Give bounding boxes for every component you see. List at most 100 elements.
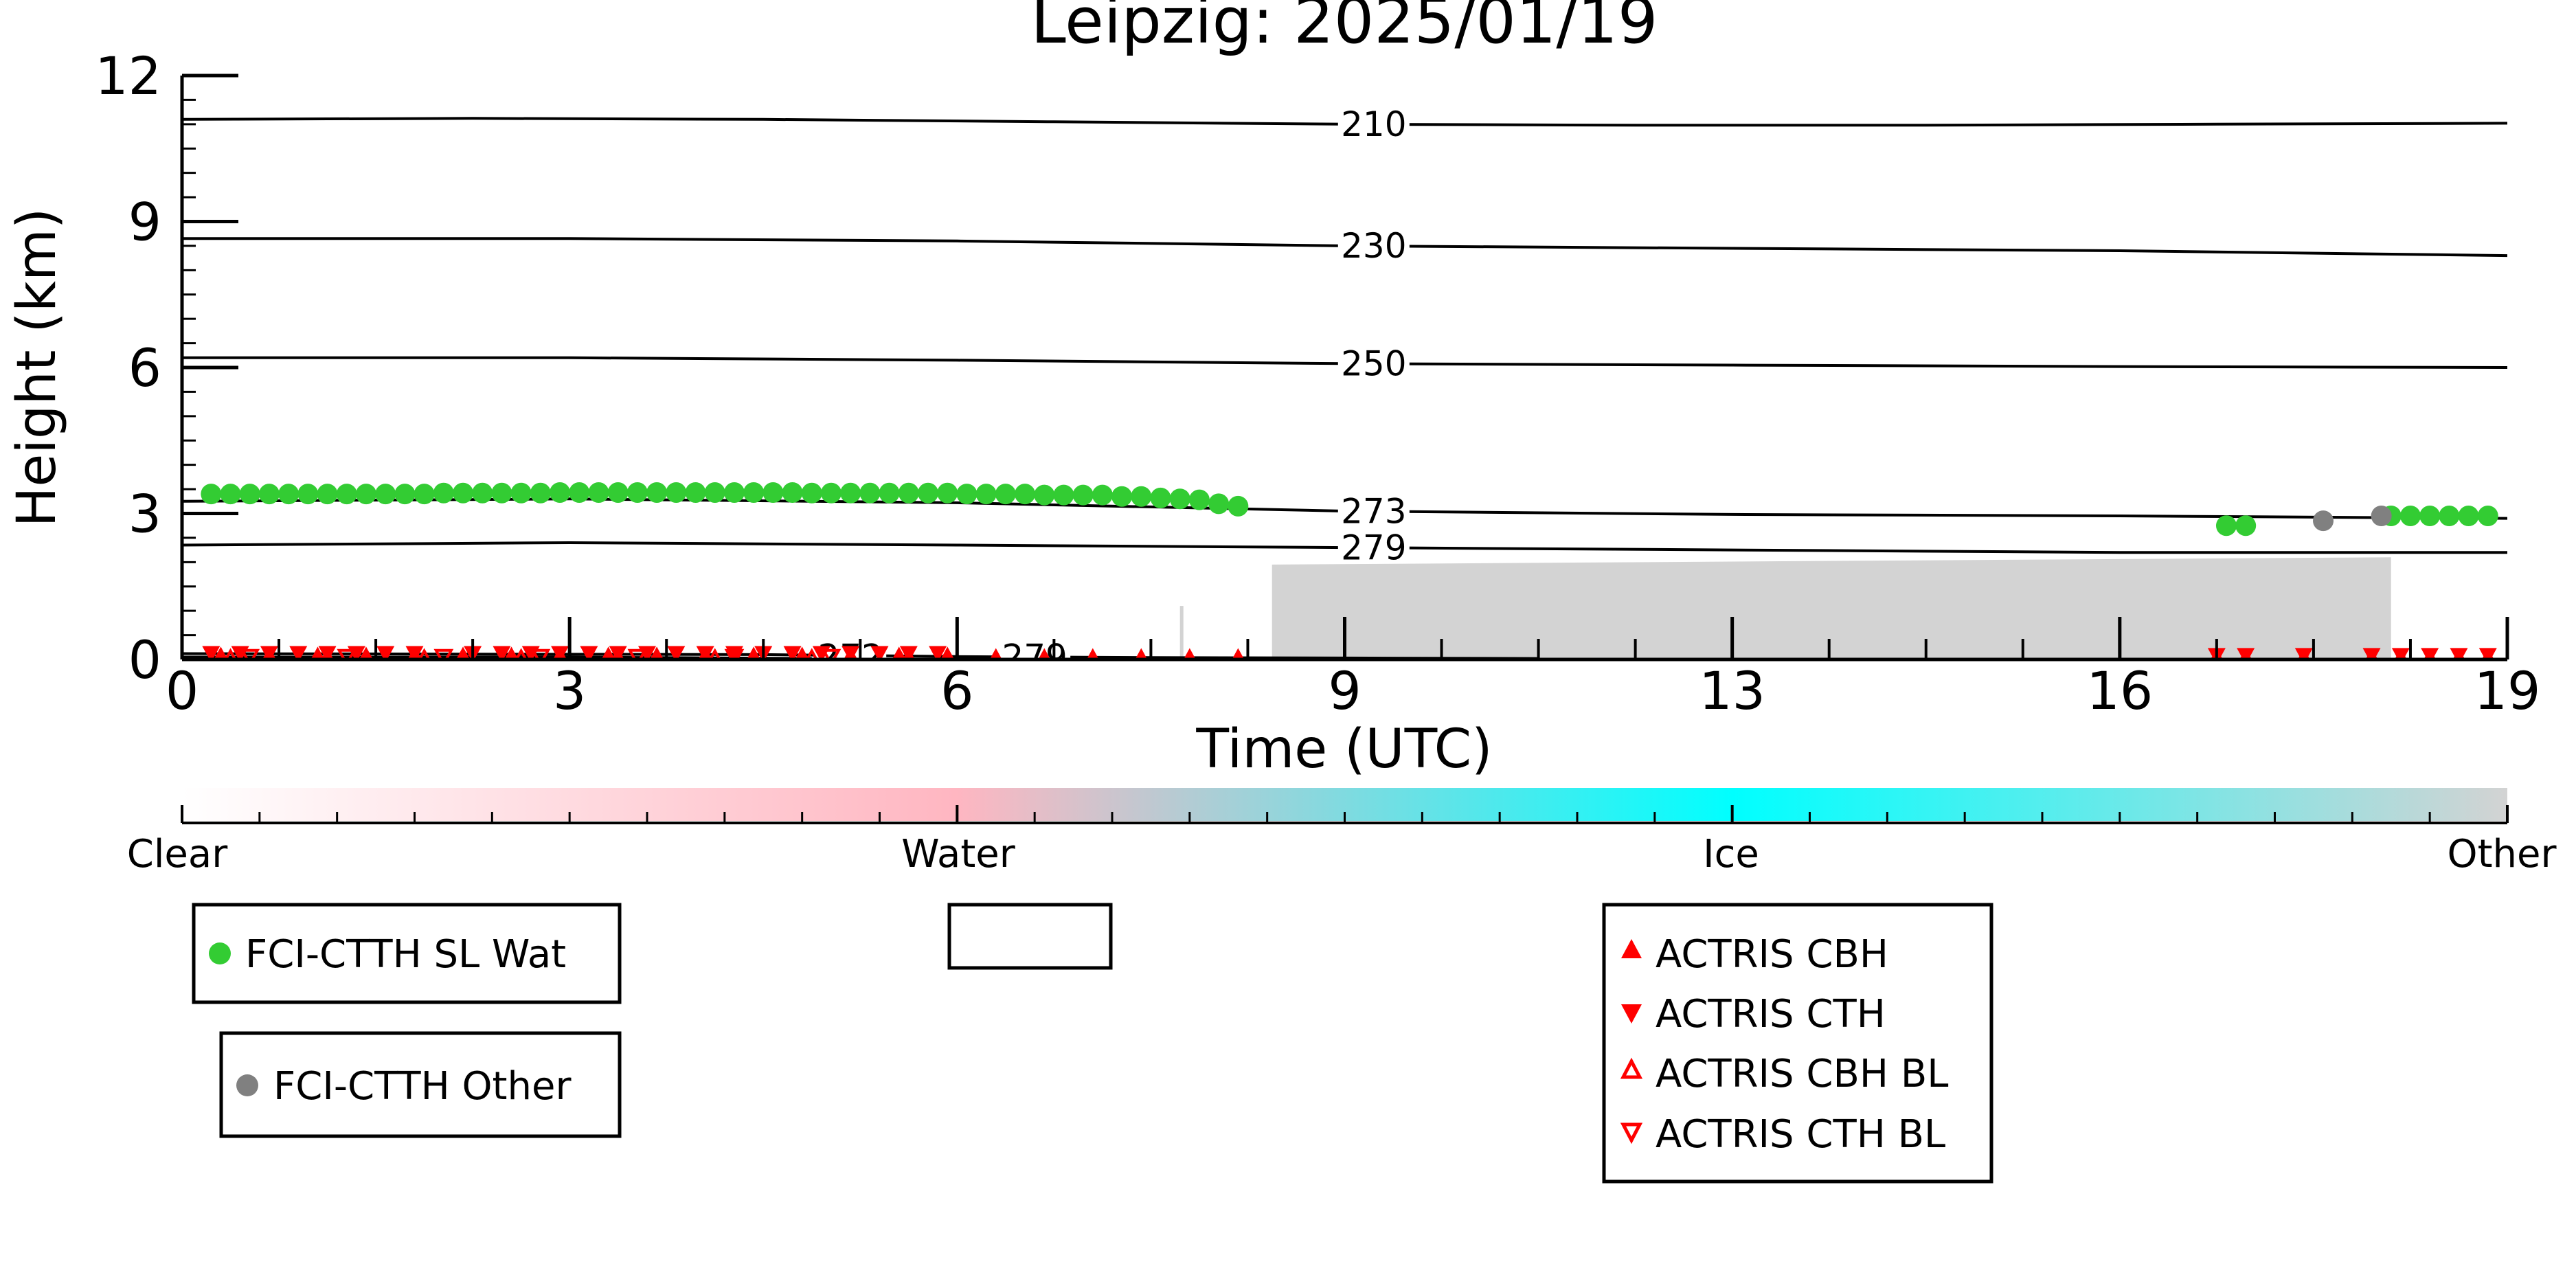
x-tick-label: 9 (1328, 660, 1361, 721)
isotherm-label-210: 210 (1341, 104, 1406, 144)
actris-cth-point (2362, 648, 2381, 659)
actris-cbh-point (1183, 648, 1196, 659)
fci-ctth-sl-wat-point (685, 482, 706, 504)
actris-cth-point (929, 646, 947, 659)
fci-ctth-sl-wat-point (975, 484, 997, 505)
fci-ctth-sl-wat-point (1053, 484, 1074, 506)
fci-ctth-sl-wat-point (317, 484, 338, 505)
isotherm-label-273: 273 (1341, 491, 1406, 531)
fci-ctth-sl-wat-point (414, 484, 435, 505)
cloud-mask-area (1272, 557, 2391, 659)
legend-empty-box (947, 903, 1113, 970)
fci-ctth-sl-wat-point (666, 482, 687, 504)
fci-ctth-sl-wat-point (801, 482, 822, 504)
fci-ctth-sl-wat-point (956, 484, 978, 505)
fci-ctth-sl-wat-point (394, 484, 416, 505)
cloud-mask-spike (1179, 606, 1184, 659)
actris-cth-point (260, 646, 278, 659)
open-triangle-down-icon (1620, 1122, 1643, 1144)
actris-cth-point (870, 646, 889, 659)
fci-ctth-sl-wat-point (1072, 484, 1094, 506)
fci-ctth-sl-wat-point (1150, 487, 1171, 508)
fci-ctth-sl-wat-point (278, 484, 300, 505)
temperature-isotherms: 210230250273279279272 (182, 104, 2507, 659)
fci-ctth-sl-wat-point (2458, 506, 2479, 527)
fci-ctth-sl-wat-point (879, 482, 900, 504)
isotherm-label-background (1337, 348, 1410, 379)
fci-ctth-sl-wat-point (2235, 515, 2257, 536)
actris-cth-point (2391, 648, 2410, 659)
fci-ctth-sl-wat-point (626, 482, 648, 504)
fci-ctth-sl-wat-point (1169, 488, 1190, 510)
actris-cth-point (783, 646, 802, 659)
legend-box (219, 1031, 622, 1138)
legend-label: ACTRIS CTH (1656, 992, 1886, 1037)
fci-ctth-sl-wat-point (1092, 484, 1113, 506)
legend-label: ACTRIS CBH (1656, 932, 1888, 977)
fci-ctth-sl-wat-point (220, 484, 241, 505)
fci-ctth-sl-wat-point (355, 484, 376, 505)
fci-ctth-sl-wat-point (762, 482, 784, 504)
fci-ctth-sl-wat-point (2399, 506, 2421, 527)
colorbar-ticks (181, 805, 2509, 823)
fci-ctth-sl-wat-point (646, 482, 668, 504)
x-tick-label: 19 (2474, 660, 2541, 721)
actris-cbh-point (1086, 648, 1099, 659)
actris-cth-point (405, 646, 424, 659)
colorbar-label-other: Other (2447, 832, 2557, 877)
actris-cbh-point (310, 646, 325, 659)
actris-cth-bl-point (433, 648, 454, 659)
x-tick-label: 13 (1699, 660, 1765, 721)
y-tick-label: 9 (128, 192, 161, 253)
legend-label: FCI-CTTH SL Wat (245, 932, 566, 977)
fci-ctth-sl-wat-point (336, 484, 357, 505)
fci-ctth-sl-wat-point (704, 482, 725, 504)
x-tick-label: 3 (553, 660, 586, 721)
fci-ctth-sl-wat-point (1131, 486, 1152, 507)
isotherm-label-230: 230 (1341, 226, 1406, 266)
fci-ctth-sl-wat-point (375, 484, 396, 505)
fci-ctth-sl-wat-point (510, 482, 532, 504)
legend-label: ACTRIS CTH BL (1656, 1112, 1945, 1157)
fci-ctth-sl-wat-point (530, 482, 551, 504)
fci-ctth-sl-wat-point (937, 482, 958, 504)
fci-ctth-sl-wat-point (239, 484, 260, 505)
isotherm-label-250: 250 (1341, 343, 1406, 383)
fci-ctth-sl-wat-point (1208, 493, 1230, 515)
legend-label: FCI-CTTH Other (273, 1064, 572, 1109)
open-triangle-up-icon (1620, 1057, 1643, 1079)
legend-box (192, 903, 622, 1004)
fci-ctth-sl-wat-point (743, 482, 765, 504)
fci-ctth-sl-wat-point (491, 482, 512, 504)
actris-cbh-point (504, 646, 519, 659)
actris-cbh-point (214, 646, 228, 659)
actris-cth-point (841, 646, 860, 659)
fci-ctth-sl-wat-point (2439, 506, 2460, 527)
fci-ctth-other-point (2371, 506, 2392, 527)
legend-fci-wat: FCI-CTTH SL Wat (192, 903, 622, 1004)
filled-triangle-up-icon (1621, 939, 1642, 958)
actris-cth-point (580, 646, 598, 659)
fci-ctth-sl-wat-point (995, 484, 1016, 505)
fci-ctth-sl-wat-point (859, 482, 881, 504)
actris-cth-point (2421, 648, 2439, 659)
filled-triangle-down-icon (1621, 1004, 1642, 1024)
fci-ctth-sl-wat-point (1111, 486, 1133, 507)
actris-cbh-point (892, 646, 906, 659)
x-tick-label: 6 (940, 660, 973, 721)
classification-mask (1179, 557, 2391, 659)
fci-ctth-sl-wat-point (723, 482, 745, 504)
actris-cth-point (202, 646, 221, 659)
actris-cth-bl-point (337, 648, 357, 659)
fci-ctth-sl-wat-point (569, 482, 590, 504)
colorbar-label-ice: Ice (1703, 832, 1759, 877)
isotherm-label-background (1337, 496, 1410, 527)
actris-cth-point (2237, 648, 2255, 659)
actris-cbh-point (455, 646, 471, 659)
fci-ctth-sl-wat-point (782, 482, 803, 504)
actris-cbh-point (1232, 648, 1245, 659)
isotherm-label-background (1337, 231, 1410, 262)
y-tick-label: 3 (128, 484, 161, 545)
legend-fci-other: FCI-CTTH Other (219, 1031, 622, 1138)
